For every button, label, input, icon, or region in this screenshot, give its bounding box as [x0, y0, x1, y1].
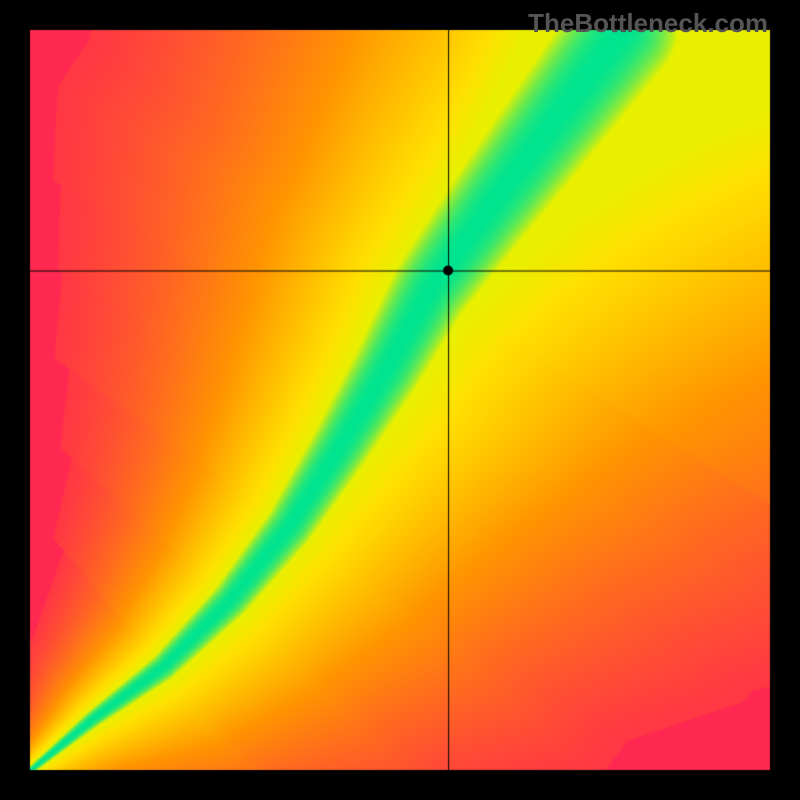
bottleneck-heatmap — [0, 0, 800, 800]
chart-container: TheBottleneck.com — [0, 0, 800, 800]
watermark-text: TheBottleneck.com — [528, 8, 768, 39]
